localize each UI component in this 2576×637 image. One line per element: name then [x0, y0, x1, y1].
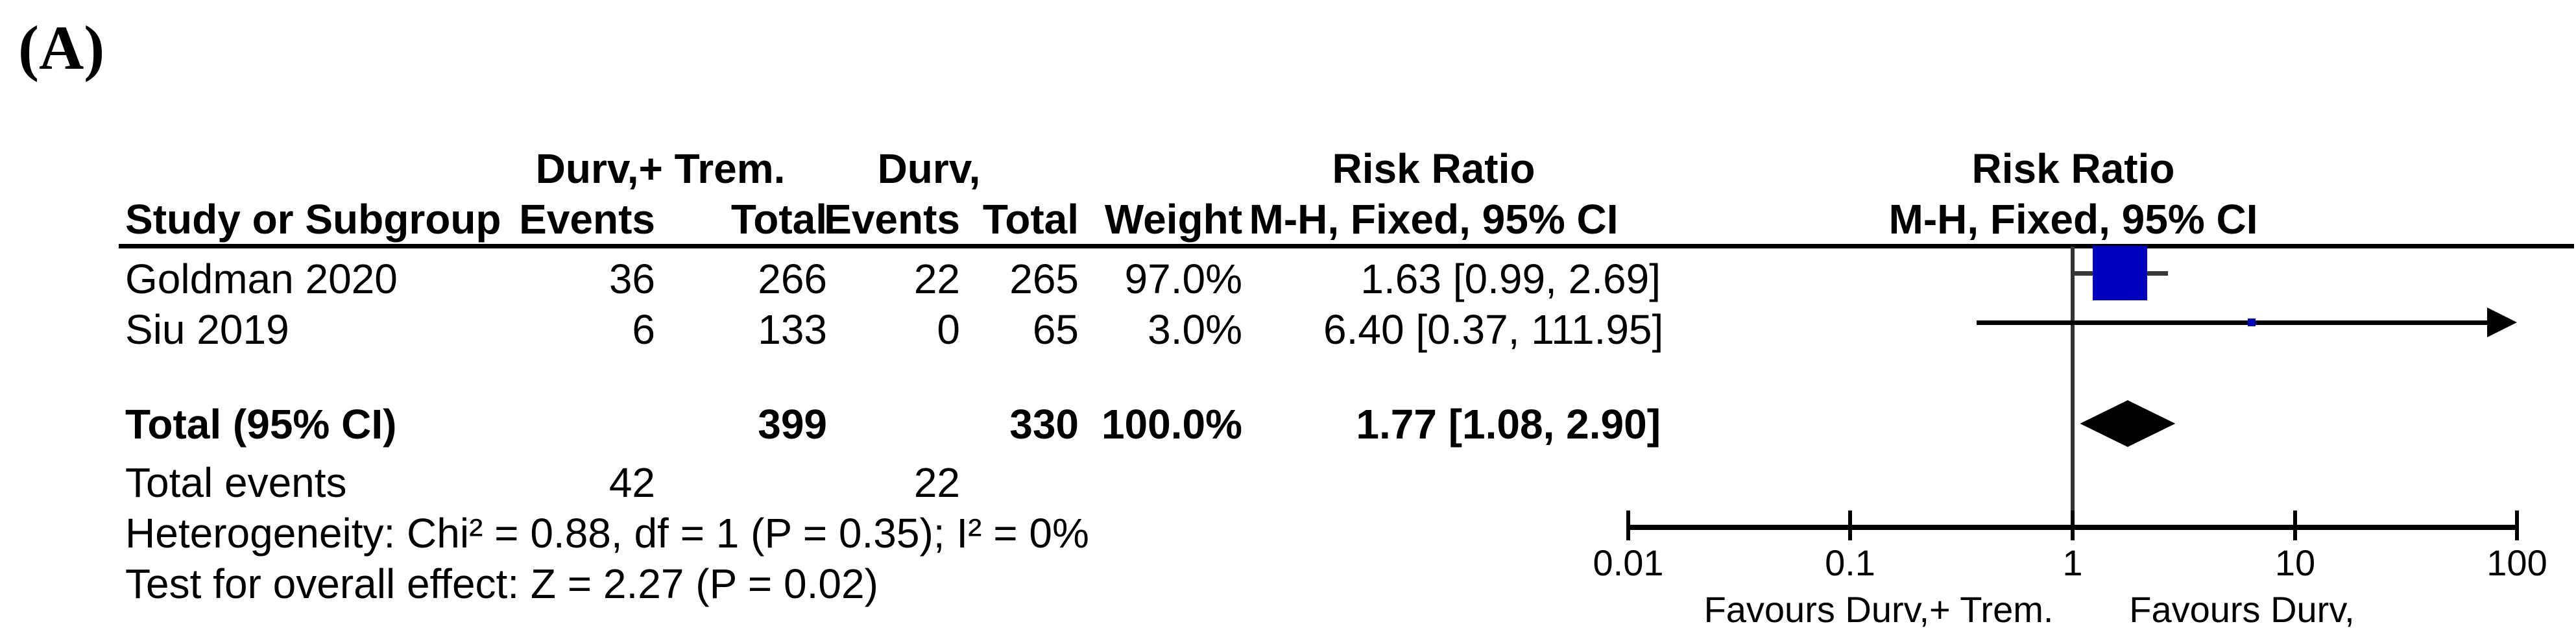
total-label: Total (95% CI): [125, 401, 397, 448]
x-axis-tick: [2071, 511, 2075, 540]
x-axis-tick: [1848, 511, 1852, 540]
method-header-left: M-H, Fixed, 95% CI: [1249, 196, 1619, 243]
x-axis-tick: [2515, 511, 2519, 540]
weight-value: 97.0%: [1124, 256, 1242, 302]
col-header-events2: Events: [824, 196, 960, 243]
panel-label: (A): [18, 13, 105, 82]
total-diamond-marker: [2080, 400, 2176, 447]
study-label: Siu 2019: [125, 306, 289, 353]
events2-value: 22: [913, 256, 960, 302]
rr-ci-value: 1.63 [0.99, 2.69]: [1360, 256, 1661, 302]
total-events1: 42: [608, 459, 655, 506]
x-tick-label: 0.1: [1825, 542, 1875, 583]
total-events2: 22: [913, 459, 960, 506]
null-effect-line: [2071, 246, 2075, 540]
col-header-total2: Total: [982, 196, 1079, 243]
weight-value: 3.0%: [1148, 306, 1242, 353]
group-header-treatment: Durv,+ Trem.: [535, 145, 786, 192]
weight-square-marker: [2248, 318, 2256, 326]
group-header-control: Durv,: [877, 145, 981, 192]
events1-value: 36: [608, 256, 655, 302]
total1-value: 266: [758, 256, 827, 302]
col-header-study: Study or Subgroup: [125, 196, 501, 243]
risk-ratio-header-right: Risk Ratio: [1971, 145, 2175, 192]
study-label: Goldman 2020: [125, 256, 398, 302]
x-axis-tick: [2293, 511, 2297, 540]
x-tick-label: 10: [2274, 542, 2316, 583]
total2-sum: 330: [1009, 401, 1079, 448]
weight-square-marker: [2092, 246, 2147, 300]
favours-left-label: Favours Durv,+ Trem.: [1703, 589, 2054, 630]
total2-value: 65: [1032, 306, 1079, 353]
total1-value: 133: [758, 306, 827, 353]
total2-value: 265: [1009, 256, 1079, 302]
heterogeneity-text: Heterogeneity: Chi² = 0.88, df = 1 (P = …: [125, 510, 1089, 557]
col-header-weight: Weight: [1104, 196, 1242, 243]
col-header-events1: Events: [519, 196, 655, 243]
ci-arrow-right-icon: [2487, 307, 2517, 337]
overall-effect-text: Test for overall effect: Z = 2.27 (P = 0…: [125, 560, 878, 607]
method-header-right: M-H, Fixed, 95% CI: [1888, 196, 2258, 243]
risk-ratio-header-left: Risk Ratio: [1332, 145, 1535, 192]
x-tick-label: 100: [2486, 542, 2547, 583]
events2-value: 0: [937, 306, 960, 353]
header-rule: [119, 244, 2574, 248]
x-tick-label: 0.01: [1593, 542, 1664, 583]
ci-line: [1977, 320, 2488, 325]
x-axis-tick: [1626, 511, 1630, 540]
total1-sum: 399: [758, 401, 827, 448]
weight-sum: 100.0%: [1101, 401, 1242, 448]
col-header-total1: Total: [730, 196, 827, 243]
rr-ci-value: 6.40 [0.37, 111.95]: [1323, 306, 1664, 353]
events1-value: 6: [632, 306, 655, 353]
total-rr-ci: 1.77 [1.08, 2.90]: [1356, 401, 1661, 448]
x-tick-label: 1: [2062, 542, 2083, 583]
total-events-label: Total events: [125, 459, 347, 506]
favours-right-label: Favours Durv,: [2129, 589, 2355, 630]
